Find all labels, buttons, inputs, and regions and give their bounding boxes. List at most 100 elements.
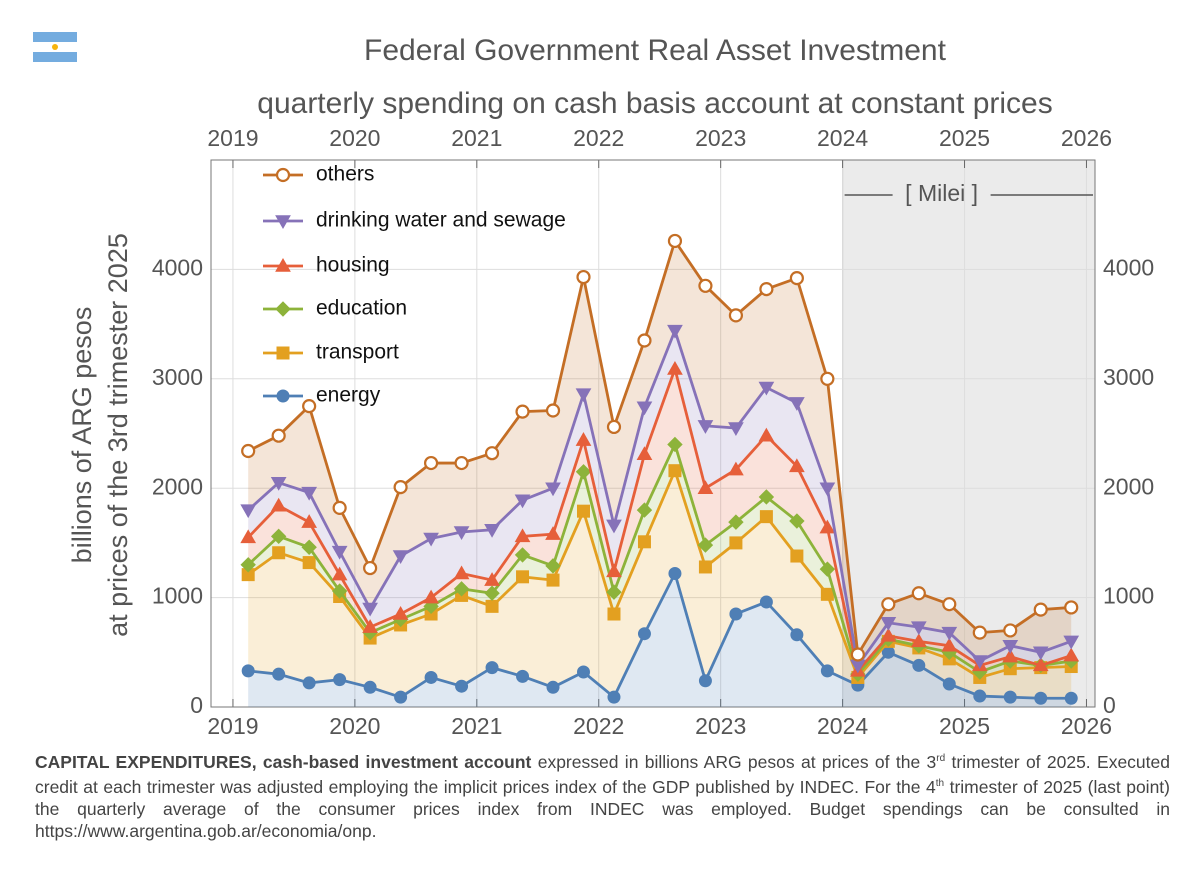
point — [575, 432, 592, 446]
point — [636, 401, 653, 416]
point — [270, 476, 287, 491]
point — [1032, 646, 1049, 661]
point — [850, 647, 865, 662]
legend-label: transport — [316, 341, 399, 364]
chart-title: Federal Government Real Asset Investment — [364, 34, 947, 67]
point — [728, 514, 744, 530]
x-tick-label: 2023 — [695, 125, 746, 151]
point — [941, 637, 958, 652]
point — [789, 271, 804, 286]
point — [331, 566, 348, 581]
point — [363, 560, 378, 576]
point — [820, 664, 834, 678]
point — [241, 664, 255, 678]
point — [394, 690, 408, 704]
y-tick-label: 4000 — [152, 254, 203, 280]
legend-label: education — [316, 297, 407, 320]
legend-label: energy — [316, 384, 381, 407]
y-axis-label: at prices of the 3rd trimester 2025 — [103, 233, 133, 637]
point — [423, 455, 439, 471]
x-tick-label: 2026 — [1061, 713, 1112, 739]
point — [514, 528, 531, 543]
point — [697, 480, 714, 494]
point — [575, 464, 592, 480]
point — [1064, 691, 1078, 705]
footnote-sup: rd — [936, 753, 946, 764]
point — [363, 680, 377, 694]
point — [575, 388, 592, 403]
series-line — [247, 326, 1072, 669]
point — [607, 607, 621, 621]
point — [758, 489, 775, 505]
point — [759, 281, 774, 297]
point — [302, 676, 316, 690]
x-tick-label: 2022 — [573, 713, 624, 739]
point — [698, 278, 713, 293]
point — [789, 397, 805, 411]
series-line — [248, 569, 1072, 700]
point — [820, 371, 835, 386]
x-tick-label: 2019 — [207, 713, 258, 739]
point — [910, 633, 927, 648]
point — [728, 422, 744, 437]
point — [545, 558, 561, 574]
point — [393, 480, 408, 495]
point — [789, 513, 805, 529]
point — [241, 443, 256, 459]
point — [453, 565, 470, 580]
x-tick-label: 2020 — [329, 125, 380, 151]
point — [362, 619, 378, 633]
point — [272, 546, 286, 560]
point — [331, 545, 348, 560]
point — [667, 324, 683, 339]
point — [1003, 690, 1017, 704]
point — [302, 556, 316, 570]
point — [819, 482, 836, 497]
point — [819, 561, 836, 577]
legend-label: drinking water and sewage — [316, 209, 566, 232]
footnote-text: expressed in billions ARG pesos at price… — [531, 751, 937, 772]
footnote-bold: CAPITAL EXPENDITURES, cash-based investm… — [35, 751, 532, 772]
point — [302, 399, 317, 414]
point — [729, 607, 743, 621]
point — [515, 404, 530, 419]
point — [636, 502, 653, 518]
point — [484, 524, 500, 538]
point — [697, 537, 714, 553]
point — [514, 547, 531, 563]
point — [759, 510, 773, 524]
point — [333, 673, 347, 687]
point — [637, 627, 651, 641]
x-tick-label: 2019 — [207, 125, 258, 151]
y-axis-label: billions of ARG pesos — [67, 307, 97, 564]
point — [910, 621, 927, 636]
area — [248, 368, 1072, 675]
point — [729, 536, 743, 550]
point — [941, 626, 958, 641]
point — [484, 446, 500, 461]
point — [270, 497, 287, 512]
point — [819, 519, 836, 534]
point — [514, 494, 531, 509]
point — [820, 587, 834, 601]
x-tick-label: 2022 — [573, 125, 624, 151]
x-tick-label: 2020 — [329, 713, 380, 739]
point — [546, 573, 560, 587]
annotation: [ Milei ] — [905, 180, 978, 206]
point — [1003, 623, 1018, 638]
point — [667, 436, 683, 453]
point — [667, 233, 683, 249]
point — [240, 504, 257, 519]
point — [637, 333, 652, 348]
point — [240, 557, 256, 573]
point — [455, 679, 469, 693]
point — [301, 539, 317, 555]
point — [546, 680, 560, 694]
point — [271, 428, 286, 443]
point — [301, 514, 318, 528]
series-line — [247, 466, 1072, 681]
x-tick-label: 2024 — [817, 125, 868, 151]
footnote-text: trimester of 2025. Executed credit at ea… — [35, 751, 1170, 797]
y-tick-label: 1000 — [152, 583, 203, 609]
